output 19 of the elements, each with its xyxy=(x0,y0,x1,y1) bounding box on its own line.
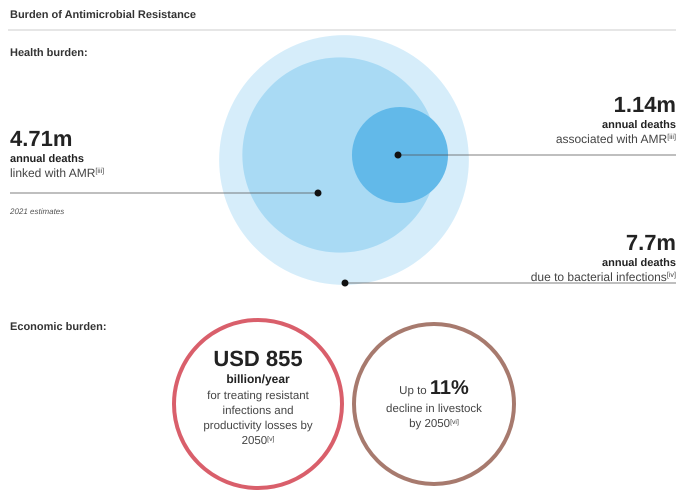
text: 2021 estimates xyxy=(9,207,64,216)
data-label: 7.7m xyxy=(626,230,676,255)
category-label: linked with AMR$^{[iii]}$ xyxy=(10,166,104,180)
text: annual deaths xyxy=(10,153,84,165)
data-label: 1.14m xyxy=(614,92,676,117)
category-label: decline in livestock by 2050$^{[vi]}$ xyxy=(386,403,482,430)
category-label: due to bacterial infections$^{[iv]}$ xyxy=(530,270,676,284)
text: 11% xyxy=(430,377,469,399)
text: annual deaths xyxy=(602,257,676,269)
text: Up to xyxy=(399,385,430,397)
text: annual deaths xyxy=(602,119,676,131)
text: billion/year xyxy=(226,372,290,386)
text: Economic burden: xyxy=(10,321,107,333)
text: Health burden: xyxy=(10,47,88,59)
category-label: for treating resistant infections and productivity losses by 2050$^{[v]}$ xyxy=(203,390,313,447)
category-label: associated with AMR$^{[iii]}$ xyxy=(556,132,676,146)
data-label: 4.71m xyxy=(10,126,72,151)
text: Burden of Antimicrobial Resistance xyxy=(10,9,196,21)
text: USD 855 xyxy=(213,346,303,371)
